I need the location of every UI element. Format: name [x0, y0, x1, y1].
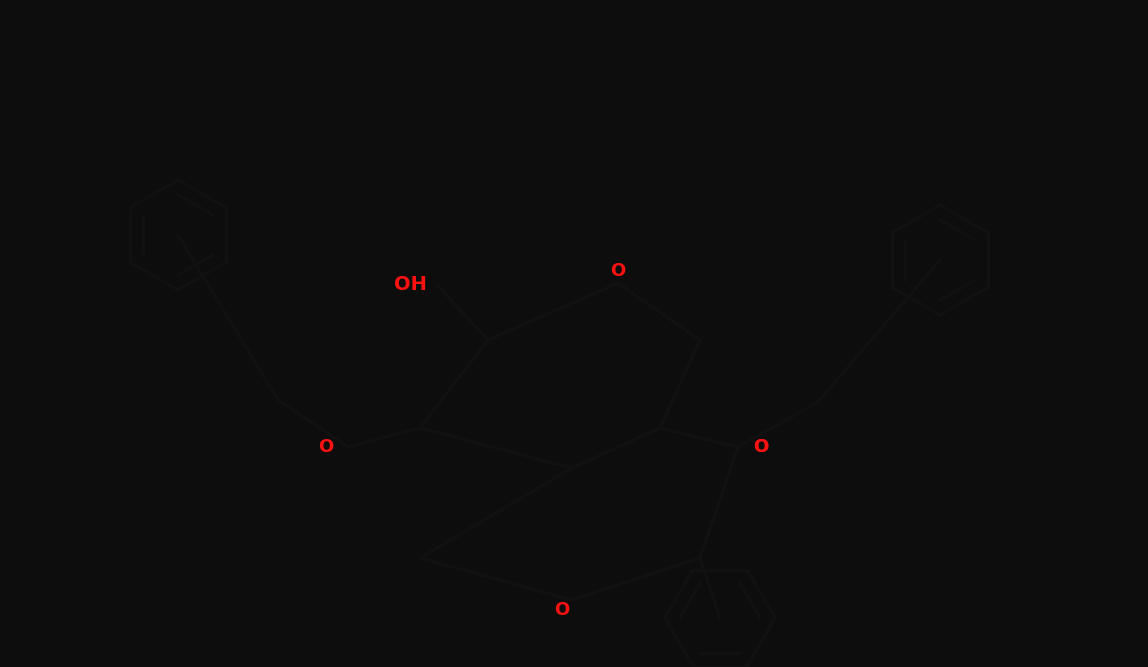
Text: O: O — [318, 438, 333, 456]
Text: O: O — [753, 438, 768, 456]
Text: O: O — [554, 601, 569, 619]
Text: O: O — [611, 262, 626, 280]
Text: O: O — [753, 438, 768, 456]
Text: OH: OH — [394, 275, 427, 295]
